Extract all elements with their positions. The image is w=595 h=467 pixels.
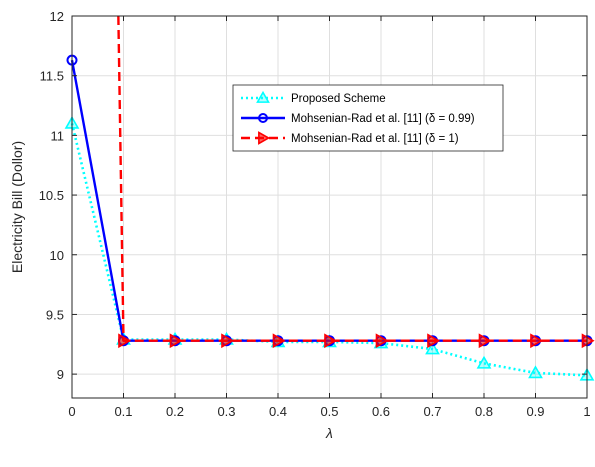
ticks: 0 0.1 0.2 0.3 0.4 0.5 0.6 0.7 0.8 0.9 1 9 9.5 10 10.5 1… <box>39 9 591 419</box>
x-tick-label: 0.7 <box>423 404 441 419</box>
legend-label: Mohsenian-Rad et al. [11] (δ = 1) <box>291 133 459 145</box>
legend-entry: Mohsenian-Rad et al. [11] (δ = 1) <box>241 131 459 145</box>
x-tick-label: 0.2 <box>166 404 184 419</box>
legend-label: Mohsenian-Rad et al. [11] (δ = 0.99) <box>291 113 475 125</box>
y-tick-label: 12 <box>50 9 64 24</box>
data-point <box>528 365 543 379</box>
data-point <box>425 341 440 355</box>
y-tick-label: 9.5 <box>46 307 64 322</box>
y-axis-label: Electricity Bill (Dollor) <box>9 141 25 273</box>
legend-entry: Mohsenian-Rad et al. [11] (δ = 0.99) <box>241 113 475 125</box>
series-line <box>117 15 587 342</box>
y-tick-label: 10.5 <box>39 188 64 203</box>
data-point <box>530 333 544 349</box>
data-point <box>118 333 132 349</box>
x-tick-label: 0.4 <box>269 404 287 419</box>
y-tick-label: 9 <box>57 367 64 382</box>
data-point <box>427 333 441 349</box>
data-point <box>375 333 389 349</box>
x-tick-label: 0.9 <box>526 404 544 419</box>
legend-swatch-marker <box>258 113 268 123</box>
series-layer <box>64 15 595 381</box>
legend-label: Proposed Scheme <box>291 93 386 105</box>
x-tick-label: 0 <box>68 404 75 419</box>
data-point <box>478 333 492 349</box>
y-tick-label: 10 <box>50 248 64 263</box>
data-point <box>169 333 183 349</box>
legend: Proposed Scheme Mohsenian-Rad et al. [11]… <box>232 84 504 152</box>
data-point <box>221 333 235 349</box>
y-tick-label: 11 <box>51 128 65 143</box>
legend-swatch-marker <box>256 90 270 103</box>
data-point <box>476 355 492 369</box>
legend-swatch-marker <box>258 131 271 145</box>
y-tick-label: 11.5 <box>40 69 64 84</box>
x-tick-label: 1 <box>583 404 590 419</box>
x-tick-label: 0.5 <box>320 404 338 419</box>
series-2 <box>117 15 595 349</box>
data-point <box>581 333 595 349</box>
x-tick-label: 0.3 <box>217 404 235 419</box>
x-tick-label: 0.1 <box>114 404 132 419</box>
x-tick-label: 0.8 <box>475 404 493 419</box>
data-point <box>272 333 286 349</box>
x-axis-label: λ <box>325 425 333 441</box>
data-point <box>324 333 338 349</box>
x-tick-label: 0.6 <box>372 404 390 419</box>
legend-entry: Proposed Scheme <box>241 90 386 105</box>
